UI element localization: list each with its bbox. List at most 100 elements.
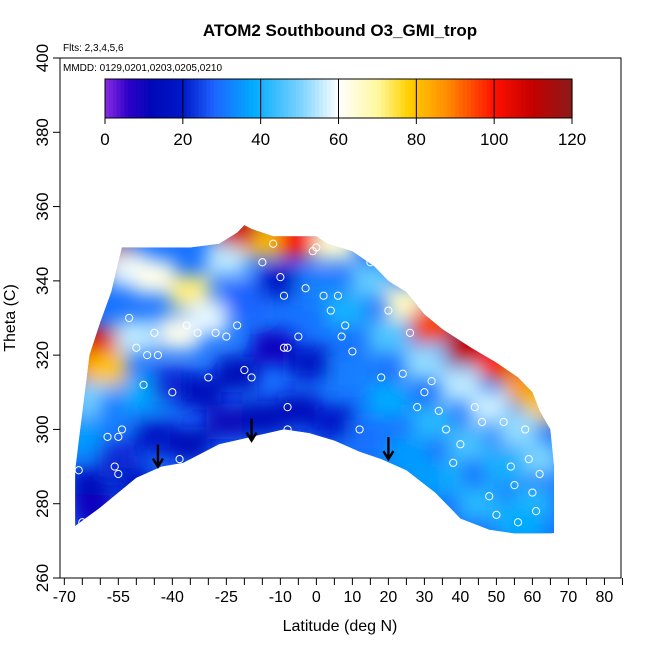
curtain-cell bbox=[314, 405, 355, 439]
colorbar-tick-label: 40 bbox=[251, 130, 270, 149]
colorbar-segment bbox=[128, 79, 133, 118]
colorbar-segment bbox=[330, 79, 336, 118]
sample-point bbox=[326, 306, 335, 315]
sample-point bbox=[470, 403, 479, 412]
colorbar-segment bbox=[486, 79, 491, 118]
sample-point bbox=[261, 443, 271, 453]
sample-point bbox=[211, 328, 220, 337]
colorbar-segment bbox=[548, 79, 554, 118]
sample-point bbox=[283, 343, 292, 352]
colorbar-segment bbox=[245, 79, 250, 118]
colorbar-segment bbox=[163, 79, 168, 118]
colorbar-segment bbox=[361, 79, 367, 118]
colorbar-segment bbox=[459, 79, 464, 118]
colorbar-segment bbox=[490, 79, 495, 118]
colorbar-segment bbox=[299, 79, 305, 118]
curtain-cell bbox=[116, 319, 157, 354]
colorbar-segment bbox=[482, 79, 487, 118]
colorbar-segment bbox=[431, 79, 437, 118]
sample-point bbox=[366, 258, 375, 267]
curtain-cell bbox=[242, 401, 283, 436]
colorbar-segment bbox=[533, 79, 538, 118]
colorbar-segment bbox=[478, 79, 484, 118]
sample-point bbox=[301, 284, 310, 293]
colorbar-segment bbox=[147, 79, 153, 118]
colorbar-segment bbox=[252, 79, 258, 118]
curtain-cell bbox=[458, 486, 499, 521]
colorbar-segment bbox=[369, 79, 375, 118]
colorbar-segment bbox=[556, 79, 561, 118]
colorbar-segment bbox=[326, 79, 332, 118]
colorbar-segment bbox=[381, 79, 386, 118]
colorbar-segment bbox=[248, 79, 254, 118]
colorbar-segment bbox=[385, 79, 390, 118]
sample-point bbox=[485, 492, 494, 501]
colorbar-segment bbox=[319, 79, 324, 118]
sample-point bbox=[110, 462, 119, 471]
colorbar-segment bbox=[501, 79, 507, 118]
sample-point bbox=[150, 328, 159, 337]
curtain-cell bbox=[134, 419, 175, 454]
colorbar-segment bbox=[560, 79, 565, 118]
colorbar-tick-label: 120 bbox=[558, 130, 586, 149]
y-axis: 260 280 300 320 340 360 380 400 bbox=[33, 44, 60, 592]
sample-point bbox=[222, 332, 231, 341]
sample-point bbox=[477, 417, 487, 427]
colorbar-segment bbox=[311, 79, 316, 118]
colorbar-segment bbox=[155, 79, 161, 118]
sample-point bbox=[114, 432, 123, 441]
colorbar-segment bbox=[373, 79, 379, 118]
colorbar-segment bbox=[190, 79, 196, 118]
curtain-cell bbox=[332, 356, 373, 391]
colorbar-segment bbox=[315, 79, 320, 118]
x-tick-label: 70 bbox=[560, 589, 578, 606]
curtain-cell bbox=[498, 412, 539, 447]
sample-point bbox=[441, 425, 451, 434]
colorbar-segment bbox=[354, 79, 359, 118]
colorbar-segment bbox=[509, 79, 515, 118]
colorbar-segment bbox=[206, 79, 211, 118]
colorbar-segment bbox=[466, 79, 472, 118]
curtain-cell bbox=[224, 282, 265, 317]
flights-annotation: Flts: 2,3,4,5,6 bbox=[63, 43, 124, 54]
colorbar-segment bbox=[124, 79, 129, 118]
colorbar-segment bbox=[186, 79, 192, 118]
colorbar-segment bbox=[536, 79, 542, 118]
tropopause-arrow bbox=[245, 418, 258, 443]
colorbar-segment bbox=[280, 79, 285, 118]
x-tick-label: 30 bbox=[415, 589, 433, 606]
curtain-cell bbox=[170, 427, 211, 462]
sample-point bbox=[117, 425, 127, 434]
x-tick-label: -10 bbox=[269, 589, 292, 606]
colorbar-segment bbox=[108, 79, 114, 118]
curtain-cell bbox=[217, 225, 258, 246]
sample-point bbox=[175, 455, 184, 464]
colorbar-segment bbox=[272, 79, 277, 118]
colorbar-segment bbox=[198, 79, 203, 118]
colorbar-segment bbox=[303, 79, 308, 118]
colorbar-segment bbox=[357, 79, 363, 118]
curtain-cell bbox=[325, 293, 366, 328]
x-tick-label: 10 bbox=[343, 589, 361, 606]
curtain-cell bbox=[505, 509, 546, 534]
colorbar-segment bbox=[284, 79, 289, 118]
curtain-cell bbox=[411, 308, 452, 343]
curtain-cell bbox=[447, 427, 488, 462]
colorbar-segment bbox=[105, 79, 110, 118]
sample-point bbox=[204, 373, 213, 382]
colorbar-segment bbox=[268, 79, 273, 118]
x-tick-label: -55 bbox=[107, 589, 130, 606]
curtain-cell bbox=[350, 419, 391, 454]
colorbar-segment bbox=[233, 79, 238, 118]
colorbar-segment bbox=[295, 79, 301, 118]
sample-point bbox=[143, 351, 152, 360]
y-tick-label: 380 bbox=[33, 118, 52, 146]
sample-point bbox=[153, 351, 163, 360]
colorbar-segment bbox=[392, 79, 398, 118]
sample-point bbox=[139, 380, 148, 389]
colorbar-segment bbox=[229, 79, 235, 118]
colorbar-segment bbox=[225, 79, 231, 118]
colorbar-segment bbox=[439, 79, 445, 118]
colorbar-segment bbox=[552, 79, 558, 118]
